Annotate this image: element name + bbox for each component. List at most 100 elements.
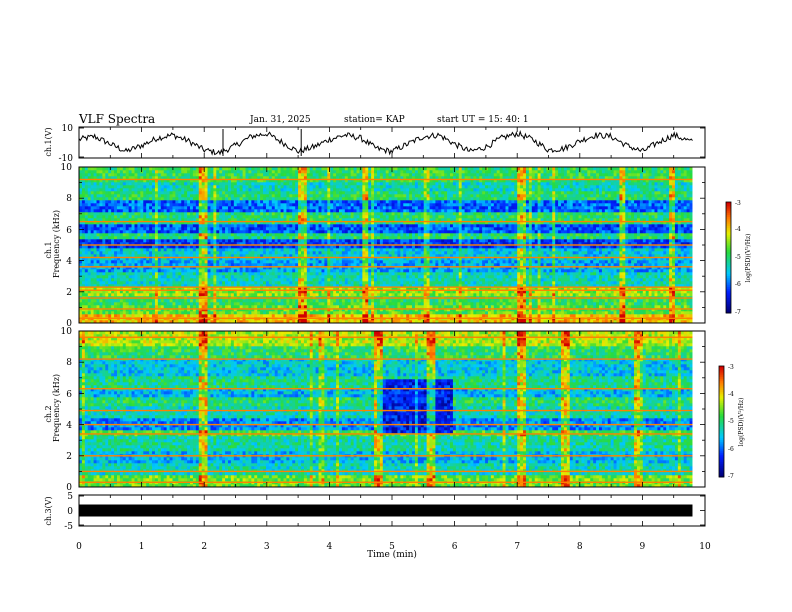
spectrogram-cell — [102, 278, 105, 281]
spectrogram-cell — [175, 191, 178, 194]
spectrogram-cell — [175, 299, 178, 302]
spectrogram-cell — [108, 272, 111, 275]
spectrogram-cell — [99, 275, 102, 278]
spectrogram-cell — [184, 173, 187, 176]
spectrogram-cell — [155, 188, 158, 191]
spectrogram-cell — [199, 302, 202, 305]
spectrogram-cell — [225, 233, 228, 236]
spectrogram-cell — [137, 191, 140, 194]
spectrogram-cell — [170, 191, 173, 194]
spectrogram-cell — [161, 275, 164, 278]
spectrogram-cell — [102, 212, 105, 215]
spectrogram-cell — [155, 302, 158, 305]
spectrogram-cell — [202, 230, 205, 233]
spectrogram-cell — [135, 272, 138, 275]
spectrogram-cell — [210, 281, 213, 284]
spectrogram-cell — [85, 218, 88, 221]
spectrogram-cell — [108, 239, 111, 242]
spectrogram-cell — [199, 233, 202, 236]
spectrogram-cell — [172, 269, 175, 272]
spectrogram-cell — [126, 278, 129, 281]
spectrogram-cell — [108, 248, 111, 251]
spectrogram-cell — [123, 197, 126, 200]
spectrogram-cell — [126, 197, 129, 200]
spectrogram-cell — [146, 251, 149, 254]
spectrogram-cell — [213, 197, 216, 200]
spectrogram-cell — [102, 170, 105, 173]
spectrogram-cell — [161, 215, 164, 218]
spectrogram-cell — [126, 215, 129, 218]
spectrogram-cell — [111, 209, 114, 212]
spectrogram-cell — [193, 173, 196, 176]
spectrogram-cell — [94, 299, 97, 302]
spectrogram-cell — [149, 233, 152, 236]
spectrogram-cell — [210, 188, 213, 191]
spectrogram-cell — [172, 173, 175, 176]
spectrogram-cell — [199, 218, 202, 221]
spectrogram-cell — [132, 236, 135, 239]
spectrogram-cell — [102, 197, 105, 200]
spectrogram-cell — [88, 224, 91, 227]
spectrogram-cell — [190, 215, 193, 218]
spectrogram-cell — [123, 248, 126, 251]
spectrogram-cell — [202, 260, 205, 263]
spectrogram-cell — [216, 191, 219, 194]
spectrogram-cell — [152, 305, 155, 308]
spectrogram-cell — [94, 224, 97, 227]
spectrogram-cell — [184, 209, 187, 212]
spectrogram-cell — [172, 236, 175, 239]
spectrogram-cell — [137, 248, 140, 251]
spectrogram-cell — [123, 182, 126, 185]
spectrogram-cell — [216, 173, 219, 176]
spectrogram-cell — [170, 215, 173, 218]
spectrogram-cell — [126, 182, 129, 185]
spectrogram-cell — [97, 170, 100, 173]
spectrogram-cell — [199, 314, 202, 317]
spectrogram-cell — [181, 233, 184, 236]
spectrogram-cell — [94, 293, 97, 296]
spectrogram-cell — [99, 209, 102, 212]
spectrogram-cell — [129, 182, 132, 185]
spectrogram-cell — [208, 233, 211, 236]
spectrogram-cell — [137, 230, 140, 233]
spectrogram-cell — [111, 197, 114, 200]
spectrogram-cell — [202, 248, 205, 251]
spectrogram-cell — [199, 269, 202, 272]
spectrogram-cell — [190, 188, 193, 191]
spectrogram-cell — [82, 275, 85, 278]
spectrogram-cell — [129, 302, 132, 305]
spectrogram-cell — [140, 194, 143, 197]
spectrogram-cell — [210, 218, 213, 221]
spectrogram-cell — [149, 311, 152, 314]
ch1-waveform-ylabel: ch.1(V) — [44, 127, 53, 156]
spectrogram-cell — [132, 194, 135, 197]
spectrogram-cell — [102, 311, 105, 314]
spectrogram-cell — [155, 206, 158, 209]
spectrogram-cell — [140, 239, 143, 242]
spectrogram-cell — [135, 281, 138, 284]
spectrogram-cell — [184, 194, 187, 197]
spectrogram-cell — [135, 311, 138, 314]
spectrogram-cell — [129, 263, 132, 266]
spectrogram-cell — [108, 311, 111, 314]
spectrogram-cell — [143, 215, 146, 218]
spectrogram-cell — [178, 278, 181, 281]
spectrogram-cell — [94, 263, 97, 266]
spectrogram-cell — [102, 281, 105, 284]
spectrogram-cell — [172, 302, 175, 305]
spectrogram-cell — [178, 233, 181, 236]
spectrogram-cell — [111, 182, 114, 185]
spectrogram-cell — [88, 239, 91, 242]
spectrogram-cell — [91, 260, 94, 263]
spectrogram-cell — [152, 233, 155, 236]
spectrogram-cell — [202, 215, 205, 218]
spectrogram-cell — [219, 218, 222, 221]
spectrogram-cell — [97, 299, 100, 302]
spectrogram-cell — [164, 311, 167, 314]
spectrogram-cell — [120, 227, 123, 230]
spectrogram-cell — [108, 200, 111, 203]
spectrogram-cell — [117, 224, 120, 227]
spectrogram-cell — [102, 236, 105, 239]
spectrogram-cell — [85, 185, 88, 188]
spectrogram-cell — [85, 203, 88, 206]
